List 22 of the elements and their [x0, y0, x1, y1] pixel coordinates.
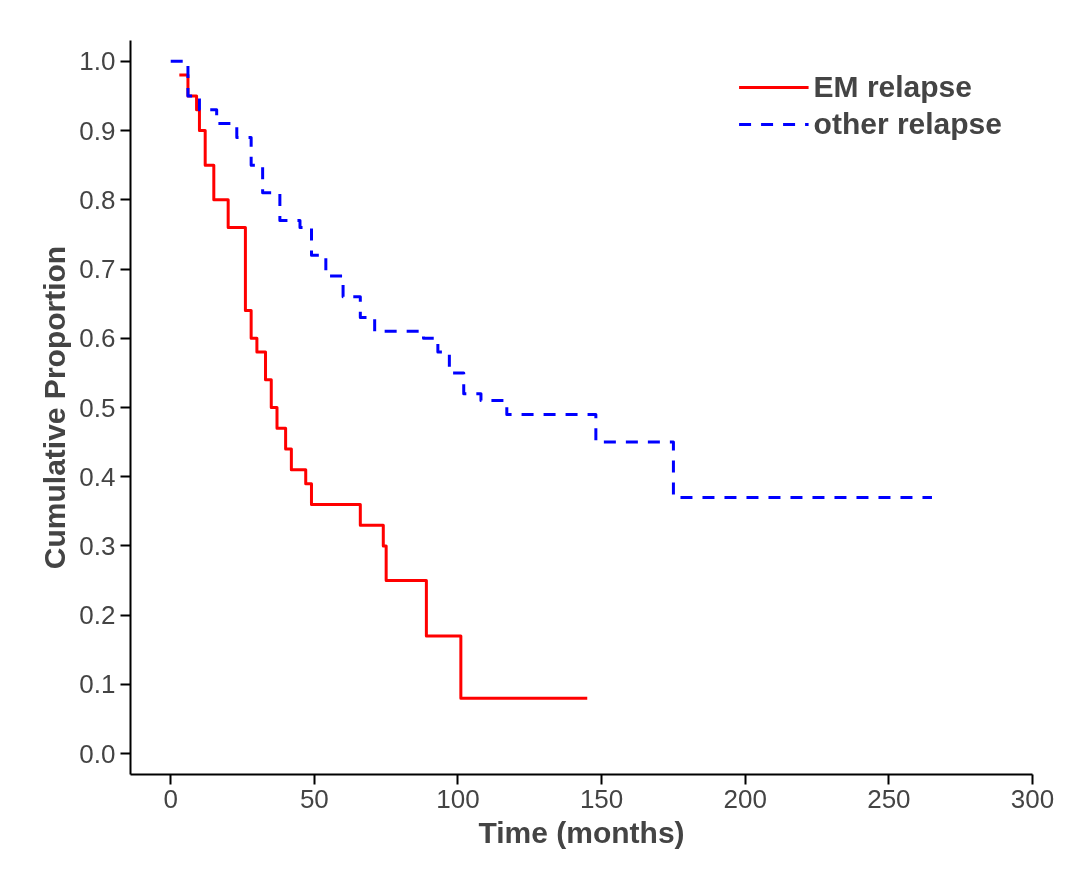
x-tick-label: 300: [1010, 783, 1055, 814]
x-tick-label: 150: [579, 783, 624, 814]
y-tick-label: 0.2: [79, 600, 116, 631]
x-axis-title: Time (months): [478, 815, 685, 849]
legend-label: other relapse: [813, 107, 1002, 141]
y-tick-label: 0.9: [79, 115, 116, 146]
x-tick-label: 0: [163, 783, 178, 814]
y-tick-label: 0.1: [79, 669, 116, 700]
y-tick-label: 0.8: [79, 184, 116, 215]
y-tick-label: 1.0: [79, 46, 116, 77]
y-tick-label: 0.7: [79, 254, 116, 285]
y-tick-label: 0.3: [79, 530, 116, 561]
legend-label: EM relapse: [813, 70, 972, 104]
x-tick-label: 200: [723, 783, 767, 814]
y-axis-title: Cumulative Proportion: [38, 245, 72, 570]
x-tick-label: 250: [867, 783, 911, 814]
y-tick-label: 0.4: [79, 461, 116, 492]
y-tick-label: 0.6: [79, 323, 116, 354]
y-tick-label: 0.0: [79, 738, 116, 769]
x-tick-label: 50: [299, 783, 329, 814]
y-tick-label: 0.5: [79, 392, 116, 423]
x-tick-label: 100: [436, 783, 480, 814]
